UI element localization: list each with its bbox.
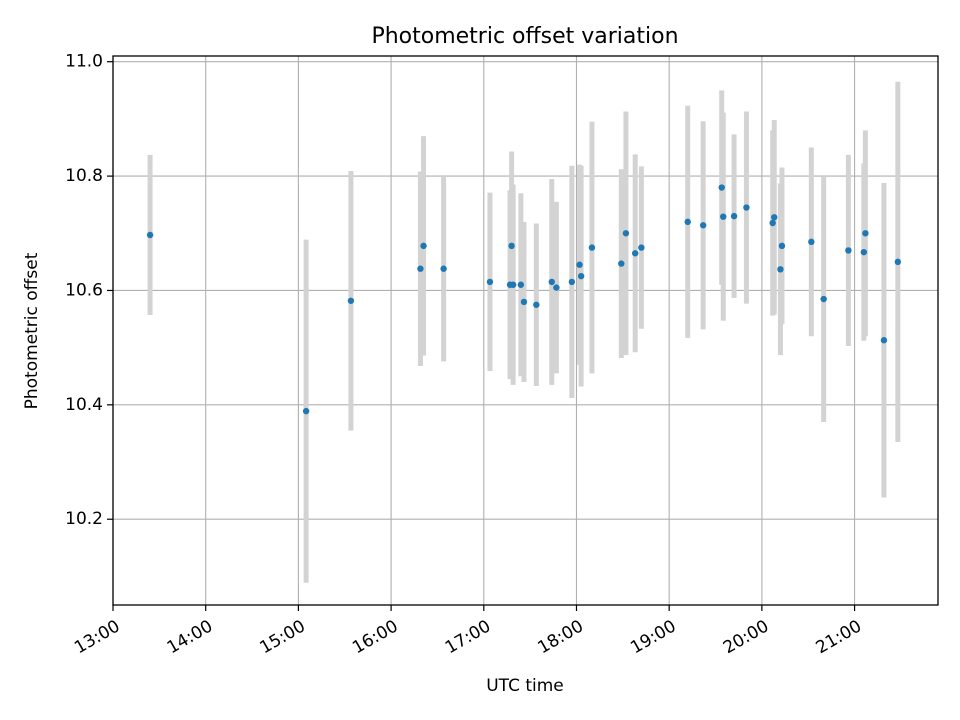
data-point — [631, 250, 639, 257]
data-point — [771, 214, 778, 221]
grid — [112, 56, 938, 605]
y-tick-label: 10.6 — [65, 280, 103, 300]
data-point — [720, 213, 727, 220]
data-point — [146, 231, 154, 239]
data-point — [718, 184, 725, 191]
y-tick-label: 10.8 — [65, 166, 103, 186]
data-point — [568, 278, 576, 286]
plot-frame — [112, 55, 939, 606]
data-point — [699, 222, 707, 229]
chart-title: Photometric offset variation — [371, 24, 678, 49]
data-point — [894, 258, 902, 266]
y-tick-label: 10.4 — [65, 395, 103, 415]
data-point — [880, 337, 888, 344]
data-point — [860, 248, 868, 256]
data-point — [577, 272, 585, 280]
data-point — [420, 242, 427, 250]
data-point — [588, 244, 596, 251]
data-point — [347, 297, 355, 304]
data-point — [845, 247, 852, 254]
y-tick-label: 10.2 — [65, 509, 103, 529]
data-point — [622, 230, 630, 237]
data-point — [638, 244, 645, 251]
data-point — [486, 278, 494, 286]
data-point — [618, 260, 625, 267]
data-point — [517, 281, 525, 288]
data-points — [146, 184, 902, 415]
data-point — [862, 230, 869, 237]
data-point — [533, 301, 540, 308]
y-axis-label: Photometric offset — [22, 252, 42, 409]
y-axis: 10.2 10.4 10.6 10.8 11.0 — [65, 52, 113, 529]
data-point — [778, 242, 786, 250]
data-point — [509, 281, 517, 288]
data-point — [684, 218, 691, 226]
data-point — [808, 238, 815, 246]
data-point — [417, 265, 424, 272]
data-point — [548, 278, 555, 286]
data-point — [553, 284, 560, 291]
data-point — [302, 407, 310, 415]
data-point — [769, 219, 776, 227]
y-tick-label: 11.0 — [65, 52, 103, 72]
x-axis-label: UTC time — [486, 676, 564, 696]
data-point — [777, 266, 784, 273]
data-point — [576, 261, 583, 268]
data-point — [820, 295, 827, 303]
data-point — [520, 298, 528, 306]
data-point — [508, 242, 515, 250]
data-point — [440, 265, 447, 272]
data-point — [730, 212, 738, 220]
data-point — [743, 204, 750, 211]
